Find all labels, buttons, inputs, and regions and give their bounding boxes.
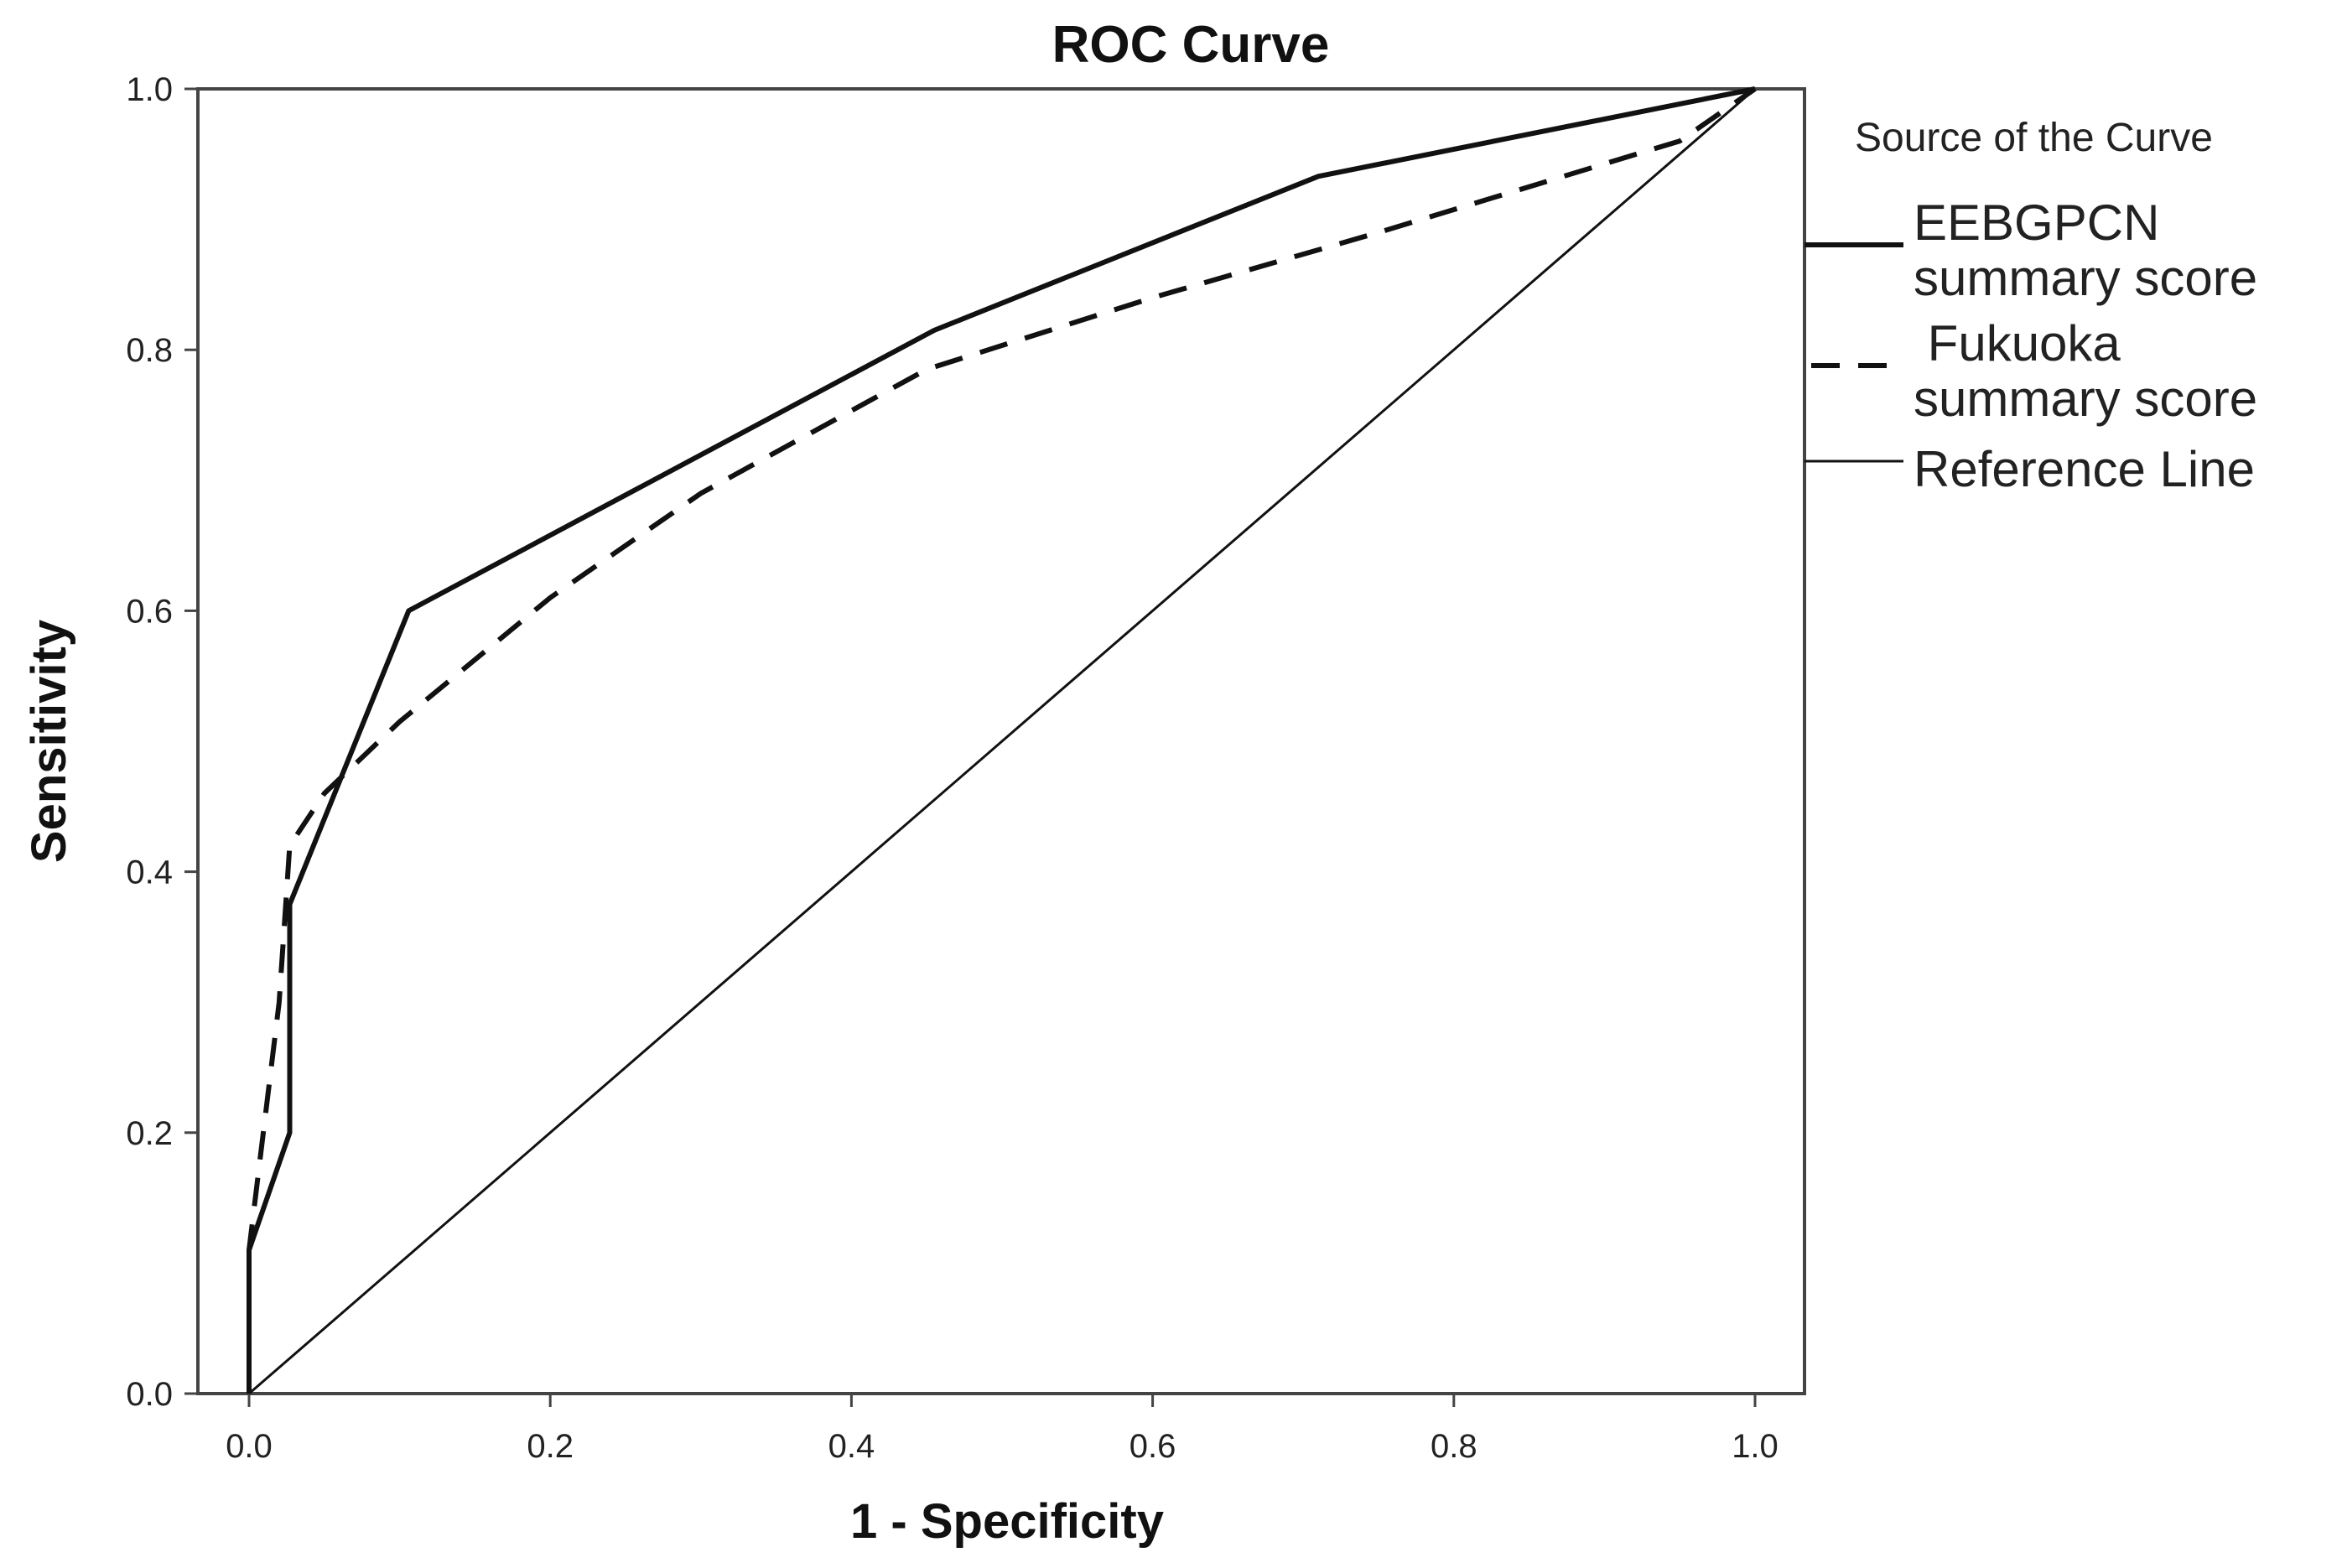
series-lines xyxy=(247,86,1757,1395)
legend-label: summary score xyxy=(1914,250,2257,306)
y-tick-label: 0.6 xyxy=(126,593,173,630)
y-tick-label: 0.8 xyxy=(126,332,173,369)
legend-label: Reference Line xyxy=(1914,441,2255,497)
y-tick-label: 1.0 xyxy=(126,71,173,108)
y-tick-label: 0.2 xyxy=(126,1115,173,1152)
plot-frame xyxy=(196,87,1806,1395)
x-tick-label: 0.2 xyxy=(527,1428,574,1465)
legend-label: Fukuoka xyxy=(1914,315,2121,371)
chart-title: ROC Curve xyxy=(1052,16,1330,74)
y-axis-label: Sensitivity xyxy=(22,620,76,863)
x-tick-label: 0.8 xyxy=(1431,1428,1477,1465)
x-tick-label: 1.0 xyxy=(1732,1428,1779,1465)
y-tick-label: 0.4 xyxy=(126,854,173,891)
legend-title: Source of the Curve xyxy=(1855,116,2213,160)
x-axis-label: 1 - Specificity xyxy=(850,1494,1164,1549)
eebgpcn-curve xyxy=(247,86,1756,1394)
x-tick-label: 0.4 xyxy=(828,1428,875,1465)
x-tick-label: 0.0 xyxy=(226,1428,273,1465)
reference-line xyxy=(248,87,1756,1395)
legend-entry-reference: Reference Line xyxy=(1805,441,2255,497)
y-tick-label: 0.0 xyxy=(126,1376,173,1413)
x-tick-label: 0.6 xyxy=(1129,1428,1176,1465)
y-axis: 0.0 0.2 0.4 0.6 0.8 1.0 xyxy=(126,71,198,1413)
x-axis: 0.0 0.2 0.4 0.6 0.8 1.0 xyxy=(226,1394,1779,1465)
legend-label: EEBGPCN xyxy=(1914,195,2159,251)
legend-label: summary score xyxy=(1914,371,2257,427)
fukuoka-curve xyxy=(247,86,1757,1394)
